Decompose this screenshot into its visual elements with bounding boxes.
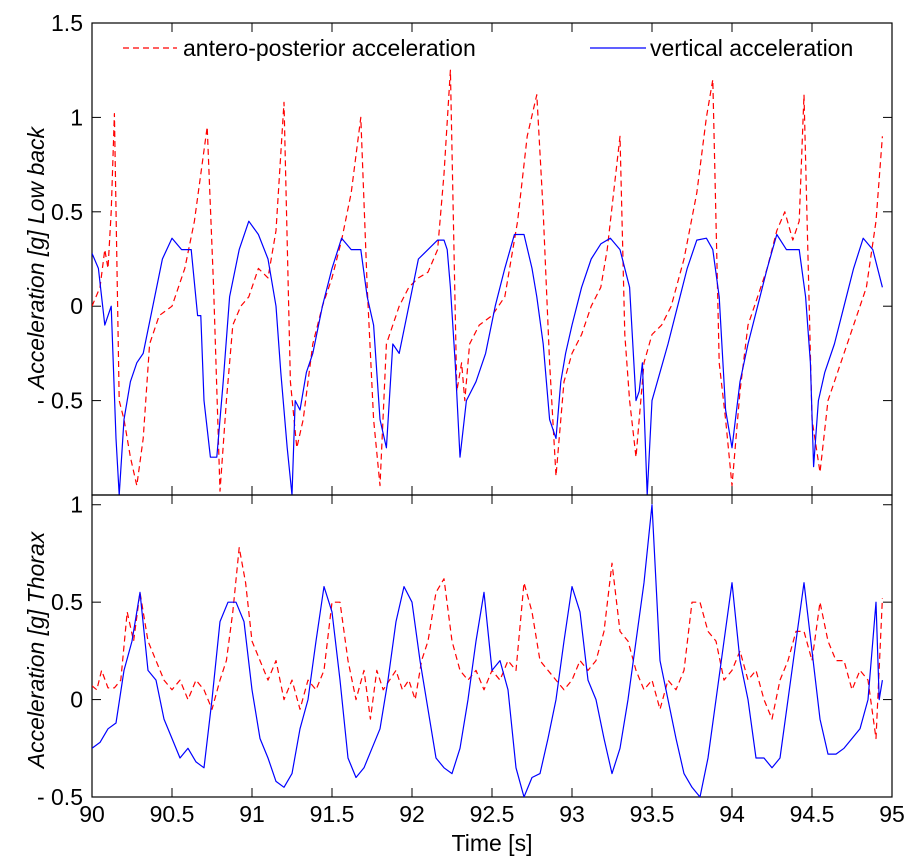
y-tick-label-bottom: 0 xyxy=(70,687,83,713)
legend-label-vertical: vertical acceleration xyxy=(650,35,853,61)
y-tick-label-bottom: 1 xyxy=(70,492,83,518)
y-tick-label-top: 0 xyxy=(70,293,83,319)
x-axis-label: Time [s] xyxy=(452,830,533,856)
y-tick-label-bottom: - 0.5 xyxy=(37,784,83,810)
x-tick-label: 93 xyxy=(559,801,585,827)
x-tick-label: 91.5 xyxy=(310,801,355,827)
antero-posterior-line-top xyxy=(92,69,883,492)
x-tick-label: 92 xyxy=(399,801,425,827)
y-axis-label-bottom: Acceleration [g] Thorax xyxy=(23,530,49,770)
x-tick-label: 95 xyxy=(879,801,905,827)
x-tick-label: 93.5 xyxy=(630,801,675,827)
x-tick-label: 94 xyxy=(719,801,745,827)
vertical-line-bottom xyxy=(92,504,883,797)
x-tick-label: 94.5 xyxy=(790,801,835,827)
x-tick-label: 92.5 xyxy=(470,801,515,827)
plot-frame-bottom xyxy=(91,494,893,798)
antero-posterior-line-bottom xyxy=(92,546,883,740)
y-tick-label-top: 1 xyxy=(70,104,83,130)
legend-label-antero-posterior: antero-posterior acceleration xyxy=(183,35,476,61)
y-tick-label-top: 0.5 xyxy=(51,199,83,225)
y-tick-label-top: - 0.5 xyxy=(37,388,83,414)
y-tick-label-bottom: 0.5 xyxy=(51,589,83,615)
x-tick-label: 90.5 xyxy=(150,801,195,827)
x-tick-label: 91 xyxy=(239,801,265,827)
y-axis-label-top: Acceleration [g] Low back xyxy=(23,125,49,391)
y-tick-label-top: 1.5 xyxy=(51,10,83,36)
vertical-line-top xyxy=(92,220,883,495)
x-tick-label: 90 xyxy=(79,801,105,827)
